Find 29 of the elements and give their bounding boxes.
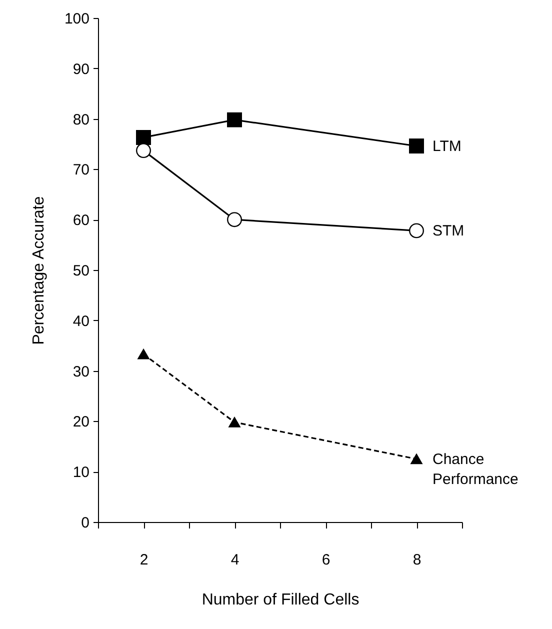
series-label: STM	[432, 222, 464, 240]
x-tick-label: 2	[140, 552, 148, 568]
point	[138, 349, 150, 360]
series-label: LTM	[432, 138, 462, 156]
series-label: Chance Performance	[432, 451, 518, 488]
y-tick-label: 40	[72, 312, 90, 330]
y-tick-label: 90	[72, 60, 90, 78]
y-tick-label: 20	[72, 414, 90, 431]
y-tick-label: 10	[72, 464, 90, 482]
y-tick-label: 0	[81, 514, 90, 532]
y-tick-label: 60	[72, 212, 90, 230]
y-axis-title: Percentage Accurate	[30, 196, 48, 345]
point	[409, 223, 424, 238]
point	[409, 138, 424, 154]
point	[410, 454, 422, 464]
y-tick-label: 100	[64, 10, 90, 28]
x-axis-title: Number of Filled Cells	[202, 592, 360, 608]
x-tick-label: 4	[230, 552, 240, 568]
point	[136, 130, 151, 145]
point	[227, 212, 242, 228]
y-tick-label: 80	[72, 111, 90, 128]
x-tick-label: 8	[412, 552, 422, 568]
point	[228, 417, 240, 428]
y-tick-label: 50	[72, 262, 90, 280]
point	[227, 112, 242, 128]
x-tick-label: 6	[322, 552, 330, 568]
y-tick-label: 30	[72, 363, 90, 380]
point	[136, 143, 151, 158]
y-tick-label: 70	[72, 162, 90, 179]
